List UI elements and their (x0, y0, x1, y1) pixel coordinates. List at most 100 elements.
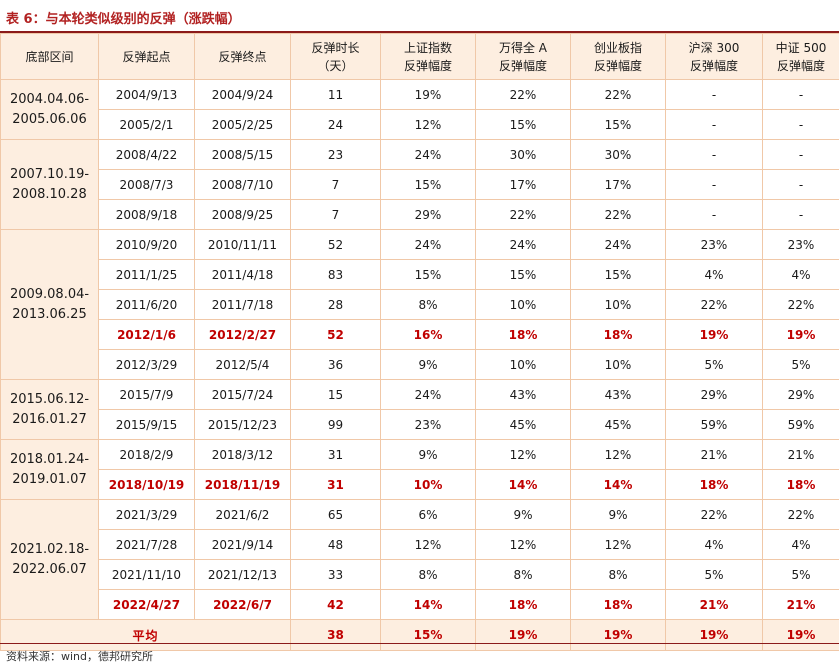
cell-line: 反弹幅度 (498, 58, 547, 73)
data-cell: - (665, 139, 763, 170)
data-cell: 5% (762, 349, 839, 380)
cell-line: 2018.01.24- (9, 451, 90, 467)
data-cell: 2008/7/3 (98, 169, 195, 200)
data-cell: 2018/2/9 (98, 439, 195, 470)
data-cell: 23% (762, 229, 839, 260)
data-cell: 8% (475, 559, 571, 590)
period-cell: 2021.02.18- 2022.06.07 (0, 499, 99, 620)
table-row: 2021/7/28 2021/9/14 48 12% 12% 12% 4% 4% (1, 529, 839, 560)
data-cell: 15% (475, 259, 571, 290)
table-row: 2021/11/10 2021/12/13 33 8% 8% 8% 5% 5% (1, 559, 839, 590)
data-cell: - (665, 109, 763, 140)
table-row: 2005/2/1 2005/2/25 24 12% 15% 15% - - (1, 109, 839, 140)
data-cell: 12% (570, 529, 666, 560)
cell-line: 反弹起点 (122, 49, 171, 64)
cell-line: 上证指数 (403, 40, 452, 55)
data-cell: 65 (290, 499, 381, 530)
cell-line: 2016.01.27 (12, 411, 87, 427)
data-cell: 2011/4/18 (194, 259, 291, 290)
cell-line: 沪深 300 (688, 40, 740, 55)
data-cell: 21% (762, 589, 839, 620)
data-cell: 17% (570, 169, 666, 200)
cell-line: 反弹终点 (218, 49, 267, 64)
data-cell: 23% (380, 409, 476, 440)
data-cell: 2018/3/12 (194, 439, 291, 470)
data-cell: 9% (380, 349, 476, 380)
data-cell: 11 (290, 79, 381, 110)
data-cell: 10% (475, 349, 571, 380)
cell-line: 2021.02.18- (9, 541, 90, 557)
table-row: 2007.10.19- 2008.10.28 2008/4/22 2008/5/15 2… (0, 139, 839, 230)
data-cell: 12% (380, 529, 476, 560)
cell-line: 万得全 A (498, 40, 548, 55)
data-cell: 15% (570, 109, 666, 140)
table-row: 2015.06.12- 2016.01.27 2015/7/9 2015/7/24 15… (0, 379, 839, 440)
data-cell: - (762, 109, 839, 140)
data-cell: 24 (290, 109, 381, 140)
data-cell: 9% (475, 499, 571, 530)
data-cell: 10% (570, 289, 666, 320)
average-cell: 15% (380, 619, 476, 651)
table-row: 2008/7/3 2008/7/10 7 15% 17% 17% - - (1, 169, 839, 200)
data-cell: 22% (570, 199, 666, 230)
table-row: 2018.01.24- 2019.01.07 2018/2/9 2018/3/12 31… (0, 439, 839, 500)
data-cell: 2004/9/13 (98, 79, 195, 110)
data-cell: 2015/12/23 (194, 409, 291, 440)
data-cell: 2008/9/18 (98, 199, 195, 230)
data-cell: 2022/4/27 (98, 589, 195, 620)
table-row: 2004.04.06- 2005.06.06 2004/9/13 2004/9/24 1… (0, 79, 839, 140)
cell-line: 反弹幅度 (403, 58, 452, 73)
data-cell: 22% (762, 289, 839, 320)
column-header: 沪深 300 反弹幅度 (665, 33, 763, 80)
cell-line: 2015.06.12- (9, 391, 90, 407)
data-cell: 12% (570, 439, 666, 470)
period-cell: 2018.01.24- 2019.01.07 (0, 439, 99, 500)
data-cell: 18% (570, 589, 666, 620)
data-cell: 45% (475, 409, 571, 440)
data-cell: 2008/4/22 (98, 139, 195, 170)
data-cell: 21% (762, 439, 839, 470)
cell-line: 2019.01.07 (12, 471, 87, 487)
table-row: 2011/1/25 2011/4/18 83 15% 15% 15% 4% 4% (1, 259, 839, 290)
data-cell: 22% (475, 199, 571, 230)
data-cell: 48 (290, 529, 381, 560)
data-cell: - (665, 199, 763, 230)
table-row: 2022/4/27 2022/6/7 42 14% 18% 18% 21% 21% (1, 589, 839, 620)
data-cell: 21% (665, 439, 763, 470)
cell-line: 2013.06.25 (12, 306, 87, 322)
column-header: 上证指数 反弹幅度 (380, 33, 476, 80)
data-cell: 29% (380, 199, 476, 230)
data-cell: 15% (380, 259, 476, 290)
data-cell: 45% (570, 409, 666, 440)
data-cell: 33 (290, 559, 381, 590)
data-cell: 43% (570, 379, 666, 410)
cell-line: 反弹幅度 (593, 58, 642, 73)
cell-line: 2009.08.04- (9, 286, 90, 302)
cell-line: 反弹时长 (311, 40, 360, 55)
bottom-rule (0, 643, 839, 644)
data-cell: 23 (290, 139, 381, 170)
data-cell: 99 (290, 409, 381, 440)
data-cell: 2008/7/10 (194, 169, 291, 200)
column-header: 反弹终点 (194, 33, 291, 80)
data-cell: 2015/7/9 (98, 379, 195, 410)
table-title: 表 6：与本轮类似级别的反弹（涨跌幅） (6, 12, 241, 27)
data-cell: 59% (762, 409, 839, 440)
table-row: 2008/9/18 2008/9/25 7 29% 22% 22% - - (1, 199, 839, 230)
data-cell: - (762, 199, 839, 230)
data-cell: 15% (570, 259, 666, 290)
data-cell: 24% (380, 229, 476, 260)
data-cell: 2012/3/29 (98, 349, 195, 380)
data-cell: 22% (762, 499, 839, 530)
table-row: 2009.08.04- 2013.06.25 2010/9/20 2010/11/11… (0, 229, 839, 380)
data-cell: 8% (570, 559, 666, 590)
data-cell: 2012/2/27 (194, 319, 291, 350)
data-cell: 21% (665, 589, 763, 620)
data-cell: 8% (380, 289, 476, 320)
data-cell: 2022/6/7 (194, 589, 291, 620)
data-cell: 7 (290, 169, 381, 200)
data-cell: 2012/5/4 (194, 349, 291, 380)
data-cell: 18% (475, 319, 571, 350)
data-cell: 14% (380, 589, 476, 620)
data-cell: 19% (762, 319, 839, 350)
